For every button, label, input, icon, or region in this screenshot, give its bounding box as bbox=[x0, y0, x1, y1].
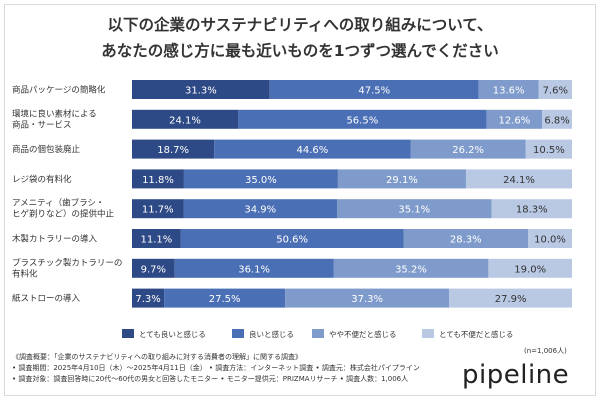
bar-value-label: 56.5% bbox=[346, 115, 378, 126]
bar-value-label: 24.1% bbox=[503, 175, 535, 186]
bar-segment bbox=[528, 229, 572, 248]
bar-segment bbox=[486, 109, 543, 129]
bar-segment bbox=[403, 229, 528, 248]
bar-value-label: 11.8% bbox=[142, 175, 174, 186]
bar-segment bbox=[132, 229, 181, 248]
bar-value-label: 34.9% bbox=[244, 205, 276, 216]
bar-segment bbox=[132, 109, 239, 129]
bar-segment bbox=[449, 288, 572, 308]
legend-label: とても不便だと感じる bbox=[439, 329, 513, 339]
category-label: アメニティ（歯ブラシ・ヒゲ剃りなど）の提供中止 bbox=[12, 198, 115, 220]
bar-value-label: 29.1% bbox=[386, 175, 418, 186]
bar-value-label: 12.6% bbox=[498, 115, 530, 126]
bar-segment bbox=[269, 80, 479, 99]
survey-period-note: • 調査期間：2025年4月10日（木）〜2025年4月11日（金） • 調査方… bbox=[12, 364, 420, 372]
bar-value-label: 31.3% bbox=[185, 86, 217, 97]
category-label-line: 木製カトラリーの導入 bbox=[12, 234, 98, 245]
legend-label: 良いと感じる bbox=[249, 329, 294, 339]
bar-value-label: 37.3% bbox=[351, 294, 383, 305]
bar-segment bbox=[238, 109, 487, 129]
bar-value-label: 36.1% bbox=[238, 264, 270, 275]
bar-value-label: 9.7% bbox=[141, 264, 166, 275]
category-label-line: プラスチック製カトラリーの bbox=[12, 257, 122, 268]
category-label: 商品パッケージの簡略化 bbox=[12, 85, 106, 96]
bar-segment bbox=[132, 258, 175, 278]
bar-value-label: 18.7% bbox=[157, 145, 189, 156]
bar-segment bbox=[538, 80, 572, 99]
category-label: 紙ストローの導入 bbox=[12, 293, 81, 304]
bar-segment bbox=[132, 199, 184, 219]
bar-segment bbox=[164, 288, 286, 308]
bar-segment bbox=[183, 169, 338, 189]
bar-segment bbox=[183, 199, 338, 219]
legend-label: とても良いと感じる bbox=[139, 329, 206, 339]
bar-value-label: 10.5% bbox=[533, 145, 565, 156]
bar-segment bbox=[180, 229, 404, 248]
bar-value-label: 35.0% bbox=[245, 175, 277, 186]
bar-value-label: 47.5% bbox=[358, 86, 390, 97]
bar-value-label: 19.0% bbox=[514, 264, 546, 275]
category-label-line: ヒゲ剃りなど）の提供中止 bbox=[12, 209, 115, 220]
bar-value-label: 35.2% bbox=[395, 264, 427, 275]
bar-segment bbox=[132, 288, 165, 308]
bar-segment bbox=[542, 109, 572, 129]
category-label: 木製カトラリーの導入 bbox=[12, 234, 98, 245]
bar-segment bbox=[465, 169, 572, 189]
bar-value-label: 11.1% bbox=[141, 235, 173, 246]
category-label-line: 商品・サービス bbox=[12, 119, 72, 130]
legend-label: やや不便だと感じる bbox=[329, 329, 397, 339]
bar-segment bbox=[132, 80, 270, 99]
chart-title-line-1: 以下の企業のサステナビリティへの取り組みについて、 bbox=[107, 16, 493, 34]
category-label-line: 有料化 bbox=[12, 268, 38, 279]
bar-value-label: 27.5% bbox=[209, 294, 241, 305]
bar-value-label: 13.6% bbox=[493, 86, 525, 97]
category-label-line: 環境に良い素材による bbox=[12, 108, 97, 119]
bar-segment bbox=[478, 80, 539, 99]
survey-target-note: • 調査対象：調査回答時に20代〜60代の男女と回答したモニター • モニター提… bbox=[12, 375, 409, 383]
bar-value-label: 18.3% bbox=[516, 205, 548, 216]
survey-overview-note: 《調査概要：「企業のサステナビリティへの取り組みに対する消費者の理解」に関する調… bbox=[12, 353, 302, 361]
category-label: 環境に良い素材による商品・サービス bbox=[12, 108, 97, 130]
bar-segment bbox=[488, 258, 572, 278]
bar-value-label: 50.6% bbox=[276, 235, 308, 246]
bar-value-label: 10.0% bbox=[534, 235, 566, 246]
bar-segment bbox=[410, 139, 526, 159]
bar-value-label: 35.1% bbox=[398, 205, 430, 216]
legend-swatch bbox=[422, 329, 434, 338]
bar-value-label: 7.3% bbox=[135, 294, 160, 305]
bar-segment bbox=[337, 199, 492, 219]
category-label: プラスチック製カトラリーの有料化 bbox=[12, 257, 122, 279]
legend-swatch bbox=[122, 329, 134, 338]
category-label: 商品の個包装廃止 bbox=[12, 144, 81, 155]
sample-size-label: (n=1,006人) bbox=[524, 347, 567, 355]
bar-value-label: 26.2% bbox=[452, 145, 484, 156]
bar-value-label: 24.1% bbox=[169, 115, 201, 126]
legend-swatch bbox=[232, 329, 244, 338]
bar-value-label: 44.6% bbox=[297, 145, 329, 156]
bar-value-label: 11.7% bbox=[142, 205, 174, 216]
category-label-line: 紙ストローの導入 bbox=[12, 293, 81, 304]
bar-segment bbox=[132, 139, 215, 159]
category-label: レジ袋の有料化 bbox=[12, 174, 72, 185]
bar-value-label: 28.3% bbox=[450, 235, 482, 246]
legend-swatch bbox=[312, 329, 324, 338]
bar-segment bbox=[132, 169, 184, 189]
bar-segment bbox=[337, 169, 466, 189]
category-label-line: アメニティ（歯ブラシ・ bbox=[12, 198, 104, 209]
pipeline-logo: pipeline bbox=[462, 360, 570, 390]
bar-segment bbox=[285, 288, 450, 308]
bar-value-label: 6.8% bbox=[544, 115, 569, 126]
bar-value-label: 7.6% bbox=[543, 86, 568, 97]
bar-segment bbox=[214, 139, 411, 159]
category-label-line: 商品パッケージの簡略化 bbox=[12, 85, 106, 96]
bar-value-label: 27.9% bbox=[495, 294, 527, 305]
bar-segment bbox=[491, 199, 572, 219]
chart-title-line-2: あなたの感じ方に最も近いものを1つずつ選んでください bbox=[101, 42, 499, 60]
category-label-line: レジ袋の有料化 bbox=[12, 174, 72, 185]
bar-segment bbox=[333, 258, 489, 278]
category-label-line: 商品の個包装廃止 bbox=[12, 144, 81, 155]
bar-segment bbox=[174, 258, 334, 278]
bar-segment bbox=[525, 139, 572, 159]
